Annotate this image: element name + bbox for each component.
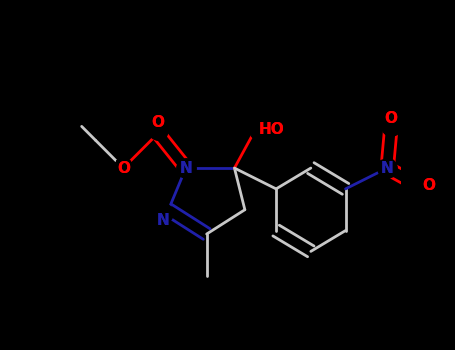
Text: O: O bbox=[422, 178, 435, 193]
Text: O: O bbox=[384, 111, 397, 126]
Text: HO: HO bbox=[259, 122, 284, 137]
Text: N: N bbox=[179, 161, 192, 176]
Text: N: N bbox=[179, 161, 192, 176]
Text: O: O bbox=[117, 161, 130, 176]
Text: HO: HO bbox=[259, 122, 284, 137]
Text: O: O bbox=[422, 178, 435, 193]
Text: N: N bbox=[381, 161, 394, 176]
Text: N: N bbox=[157, 213, 170, 228]
Text: N: N bbox=[157, 213, 170, 228]
Text: O: O bbox=[152, 115, 165, 130]
Text: O: O bbox=[152, 115, 165, 130]
Text: O: O bbox=[117, 161, 130, 176]
Text: N: N bbox=[381, 161, 394, 176]
Text: O: O bbox=[384, 111, 397, 126]
